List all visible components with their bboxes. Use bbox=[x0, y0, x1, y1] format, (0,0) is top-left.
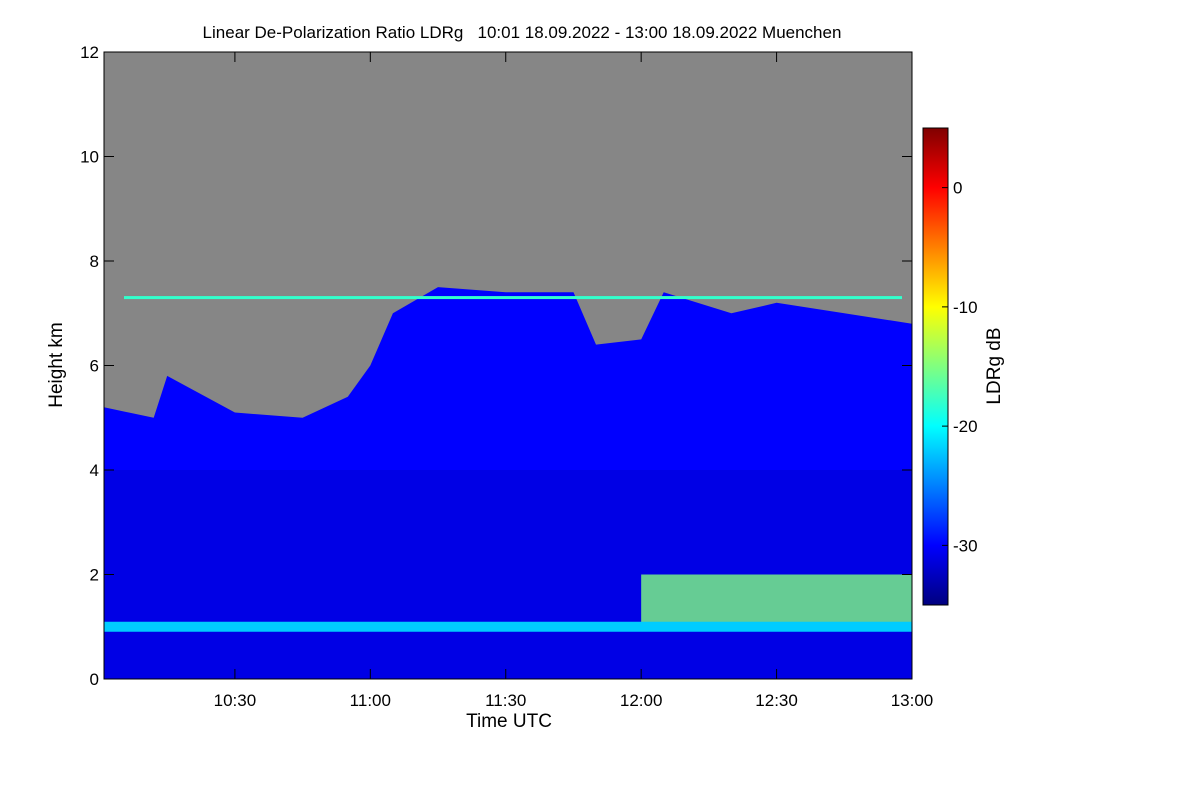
x-tick-label: 13:00 bbox=[891, 691, 934, 710]
x-axis: 10:30 11:00 11:30 12:00 12:30 13:00 bbox=[214, 52, 934, 710]
y-tick-label: 2 bbox=[90, 566, 99, 585]
chart-title: Linear De-Polarization Ratio LDRg 10:01 … bbox=[203, 23, 842, 42]
x-axis-label: Time UTC bbox=[466, 711, 552, 732]
y-axis: 0 2 4 6 8 10 12 bbox=[80, 43, 912, 689]
colorbar-tick-label: 0 bbox=[953, 179, 962, 198]
y-tick-label: 8 bbox=[90, 252, 99, 271]
colorbar-label: LDRg dB bbox=[984, 327, 1005, 404]
x-tick-label: 10:30 bbox=[214, 691, 257, 710]
x-tick-label: 11:00 bbox=[350, 691, 391, 710]
y-tick-label: 10 bbox=[80, 148, 99, 167]
aerosol-layer-line bbox=[104, 621, 912, 632]
colorbar-tick-label: -10 bbox=[953, 298, 978, 317]
y-tick-label: 12 bbox=[80, 43, 99, 62]
y-tick-label: 4 bbox=[90, 461, 99, 480]
plot-area bbox=[104, 52, 912, 679]
colorbar-axis: 0 -10 -20 -30 bbox=[942, 179, 978, 555]
colorbar-tick-label: -20 bbox=[953, 417, 978, 436]
low-depolarizing-cloud bbox=[641, 574, 912, 627]
x-tick-label: 11:30 bbox=[485, 691, 526, 710]
colorbar: 0 -10 -20 -30 LDRg dB bbox=[922, 127, 1005, 606]
y-tick-label: 6 bbox=[90, 357, 99, 376]
colorbar-tick-label: -30 bbox=[953, 536, 978, 555]
y-tick-label: 0 bbox=[90, 670, 99, 689]
y-axis-label: Height km bbox=[46, 322, 67, 408]
x-tick-label: 12:00 bbox=[620, 691, 663, 710]
colorbar-gradient bbox=[922, 127, 949, 606]
x-tick-label: 12:30 bbox=[755, 691, 798, 710]
cloud-region bbox=[104, 287, 912, 679]
thin-layer-line bbox=[124, 296, 902, 300]
